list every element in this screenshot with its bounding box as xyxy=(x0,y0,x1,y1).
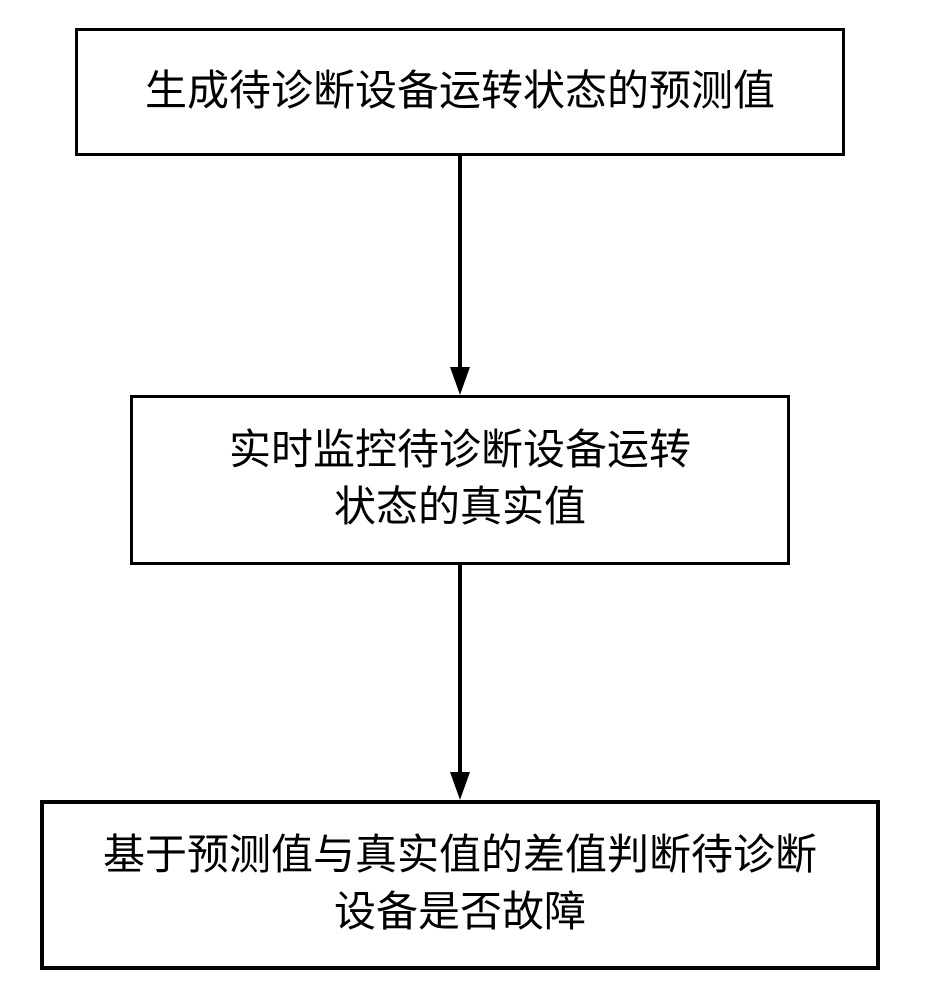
flowchart-arrow-head-0 xyxy=(450,367,470,395)
flowchart-node-n2: 实时监控待诊断设备运转 状态的真实值 xyxy=(130,395,790,565)
flowchart-arrow-head-1 xyxy=(450,772,470,800)
flowchart-canvas: 生成待诊断设备运转状态的预测值实时监控待诊断设备运转 状态的真实值基于预测值与真… xyxy=(0,0,926,1000)
node-label: 实时监控待诊断设备运转 状态的真实值 xyxy=(229,423,691,536)
flowchart-node-n3: 基于预测值与真实值的差值判断待诊断 设备是否故障 xyxy=(40,800,880,970)
flowchart-arrow-line-1 xyxy=(458,565,462,772)
node-label: 生成待诊断设备运转状态的预测值 xyxy=(145,64,775,121)
node-label: 基于预测值与真实值的差值判断待诊断 设备是否故障 xyxy=(103,828,817,941)
flowchart-node-n1: 生成待诊断设备运转状态的预测值 xyxy=(75,28,845,156)
flowchart-arrow-line-0 xyxy=(458,156,462,367)
